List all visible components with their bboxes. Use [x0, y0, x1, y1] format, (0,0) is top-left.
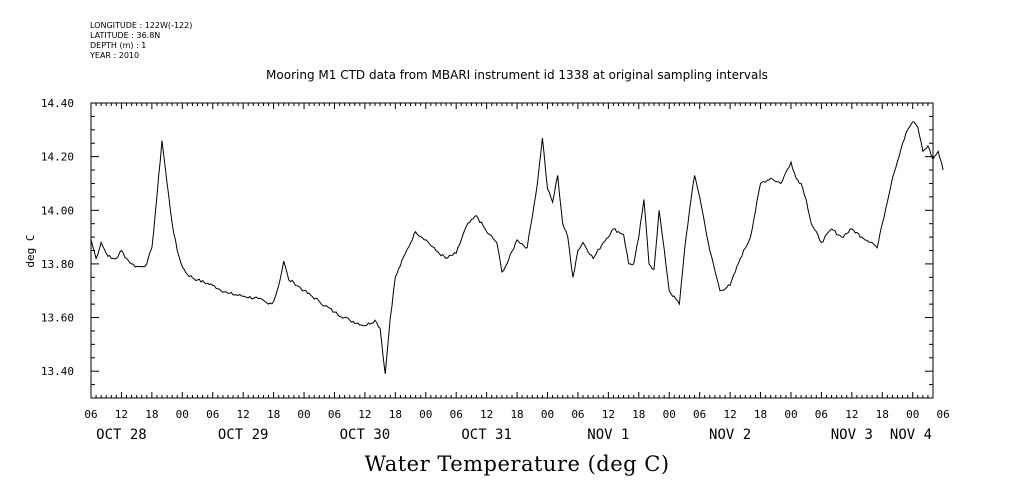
x-day-label: OCT 29 [218, 427, 269, 443]
x-hour-label: 12 [845, 408, 858, 421]
x-hour-label: 06 [937, 408, 950, 421]
x-hour-label: 00 [541, 408, 554, 421]
x-hour-label: 18 [389, 408, 402, 421]
x-hour-label: 12 [723, 408, 736, 421]
x-hour-label: 06 [206, 408, 219, 421]
x-hour-label: 00 [784, 408, 797, 421]
metadata-block: LONGITUDE : 122W(-122) LATITUDE : 36.8N … [90, 21, 192, 61]
x-hour-label: 18 [876, 408, 889, 421]
x-hour-label: 00 [906, 408, 919, 421]
x-hour-label: 12 [358, 408, 371, 421]
x-hour-label: 06 [328, 408, 341, 421]
x-hour-label: 18 [754, 408, 767, 421]
y-tick-labels: 14.40 14.20 14.00 13.80 13.60 13.40 [41, 97, 74, 378]
y-tick-label: 13.60 [41, 312, 74, 325]
y-tick-label: 13.80 [41, 258, 74, 271]
x-hour-label: 12 [237, 408, 250, 421]
series-line [90, 121, 944, 374]
x-axis-label: Water Temperature (deg C) [364, 452, 670, 476]
x-day-label: OCT 31 [461, 427, 512, 443]
x-hour-label: 00 [176, 408, 189, 421]
x-day-label: OCT 30 [340, 427, 391, 443]
x-hour-label: 18 [632, 408, 645, 421]
x-day-label: NOV 3 [831, 427, 873, 443]
x-hour-label: 12 [480, 408, 493, 421]
x-hour-label: 06 [693, 408, 706, 421]
x-hour-label: 06 [815, 408, 828, 421]
y-axis-label: deg C [24, 234, 37, 267]
x-hour-label: 18 [145, 408, 158, 421]
x-day-label: NOV 2 [709, 427, 751, 443]
x-day-label: OCT 28 [96, 427, 147, 443]
y-tick-label: 14.40 [41, 97, 74, 110]
y-tick-label: 14.20 [41, 151, 74, 164]
longitude-text: LONGITUDE : 122W(-122) [90, 21, 193, 30]
x-hour-label: 06 [571, 408, 584, 421]
x-hour-label: 18 [267, 408, 280, 421]
depth-text: DEPTH (m) : 1 [90, 41, 147, 50]
year-text: YEAR : 2010 [90, 51, 140, 60]
x-day-label: NOV 4 [890, 427, 932, 443]
chart-title: Mooring M1 CTD data from MBARI instrumen… [266, 68, 768, 82]
tick-marks [90, 102, 934, 399]
x-tick-labels: 06 12 18 00 06 12 18 00 06 12 18 00 06 12 18 00 06 12 18 00… [84, 408, 949, 443]
x-hour-label: 06 [84, 408, 97, 421]
x-hour-label: 12 [602, 408, 615, 421]
x-hour-label: 06 [450, 408, 463, 421]
x-day-label: NOV 1 [587, 427, 629, 443]
y-tick-label: 13.40 [41, 365, 74, 378]
x-hour-label: 18 [510, 408, 523, 421]
x-hour-label: 12 [115, 408, 128, 421]
x-hour-label: 00 [419, 408, 432, 421]
latitude-text: LATITUDE : 36.8N [90, 31, 161, 40]
y-tick-label: 14.00 [41, 204, 74, 217]
x-hour-label: 00 [663, 408, 676, 421]
x-hour-label: 00 [297, 408, 310, 421]
